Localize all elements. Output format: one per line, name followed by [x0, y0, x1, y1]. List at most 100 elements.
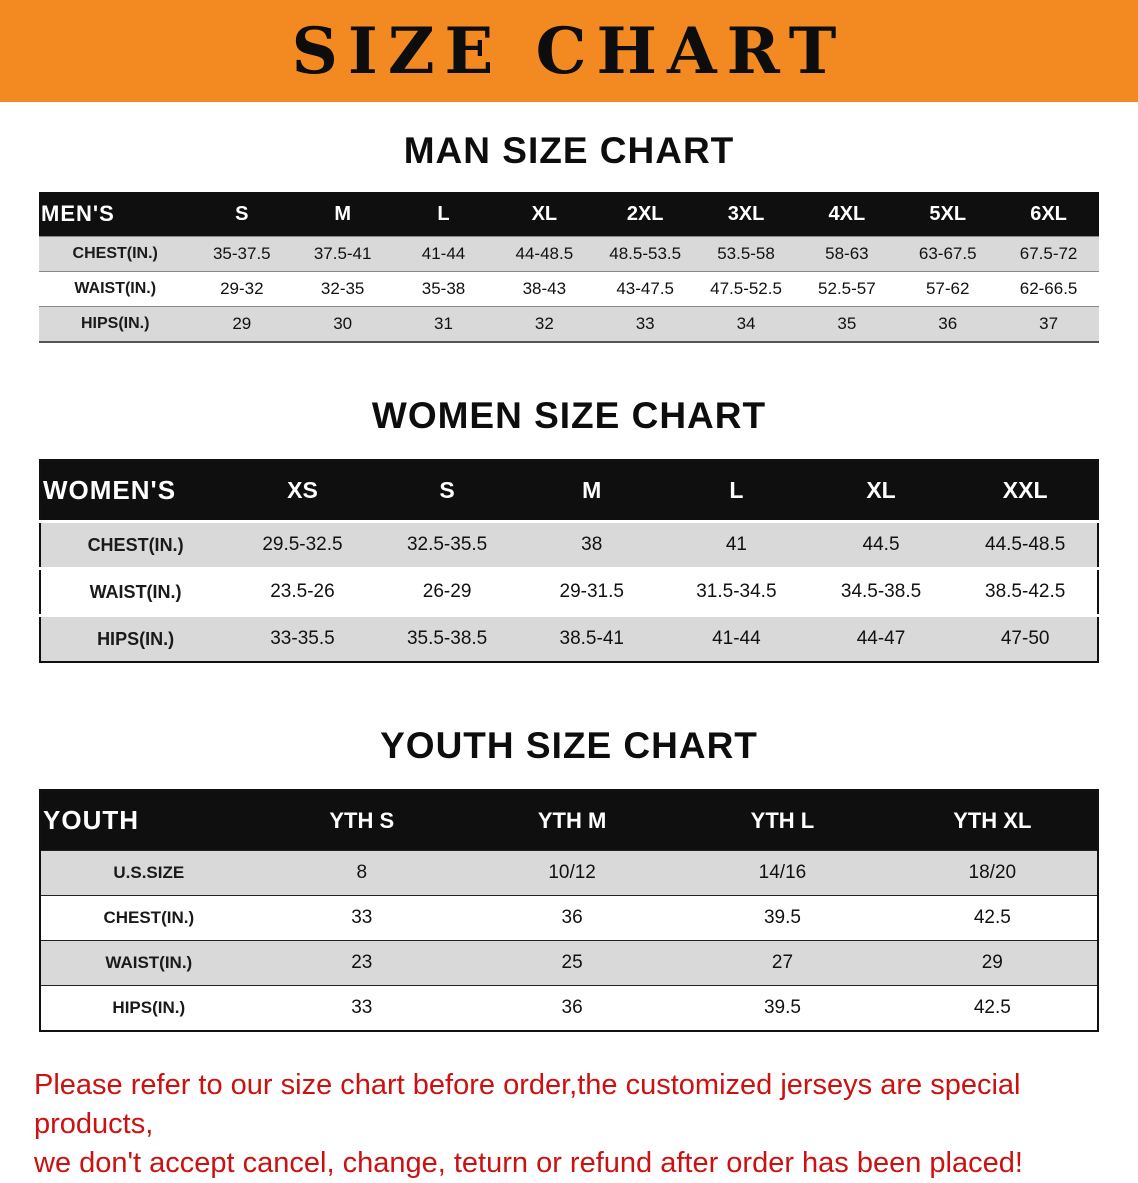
- footer-note-line1: Please refer to our size chart before or…: [34, 1069, 1021, 1141]
- men-size-section: MAN SIZE CHART MEN'S S M L XL 2XL 3XL 4XL 5XL 6XL…: [0, 130, 1138, 343]
- size-table: MEN'S S M L XL 2XL 3XL 4XL 5XL 6XL CHEST(IN.) 35-37…: [39, 192, 1099, 343]
- cell-value: 42.5: [973, 907, 1011, 928]
- table-row: CHEST(IN.) 29.5-32.5 32.5-35.5 38 41 44.5 44.5…: [40, 521, 1098, 569]
- cell-value: 62-66.5: [1019, 279, 1078, 298]
- column-header: M: [582, 477, 602, 503]
- cell-value: 48.5-53.5: [609, 244, 682, 263]
- cell-value: 32-35: [320, 279, 365, 298]
- cell-value: 41-44: [712, 628, 761, 649]
- column-header: L: [729, 477, 744, 503]
- column-header: YTH M: [537, 807, 607, 833]
- row-label: HIPS(IN.): [112, 998, 186, 1017]
- youth-section-heading: YOUTH SIZE CHART: [380, 725, 758, 766]
- column-header: L: [437, 202, 450, 225]
- column-header: YTH L: [750, 807, 815, 833]
- row-label: WAIST(IN.): [89, 581, 182, 602]
- table-header-row: WOMEN'S XS S M L XL XXL: [40, 460, 1098, 522]
- cell-value: 43-47.5: [616, 279, 675, 298]
- cell-value: 34.5-38.5: [840, 581, 922, 602]
- cell-value: 29.5-32.5: [262, 534, 343, 555]
- cell-value: 63-67.5: [918, 244, 977, 263]
- cell-value: 41: [725, 534, 747, 555]
- men-size-table: MEN'S S M L XL 2XL 3XL 4XL 5XL 6XL CHEST(IN.) 35-37…: [39, 192, 1099, 343]
- column-header: 6XL: [1030, 202, 1067, 225]
- cell-value: 39.5: [763, 997, 801, 1018]
- column-header: XL: [531, 202, 558, 225]
- table-row: HIPS(IN.) 29 30 31 32 33 34 35 36 37: [39, 306, 1099, 342]
- cell-value: 23: [351, 952, 373, 973]
- column-header: XL: [866, 477, 896, 503]
- women-size-section: WOMEN SIZE CHART WOMEN'S XS S M L XL XXL CHEST(…: [0, 395, 1138, 663]
- cell-value: 26-29: [422, 581, 472, 602]
- table-corner-label: YOUTH: [43, 805, 139, 835]
- cell-value: 30: [333, 314, 353, 333]
- table-row: WAIST(IN.) 29-32 32-35 35-38 38-43 43-47.5 47.…: [39, 271, 1099, 307]
- table-row: WAIST(IN.) 23 25 27 29: [40, 940, 1098, 986]
- row-label: CHEST(IN.): [87, 534, 184, 555]
- cell-value: 8: [356, 862, 368, 883]
- cell-value: 36: [561, 997, 583, 1018]
- cell-value: 25: [561, 952, 583, 973]
- row-label: WAIST(IN.): [105, 953, 193, 972]
- row-label: U.S.SIZE: [113, 863, 185, 882]
- cell-value: 23.5-26: [270, 581, 335, 602]
- cell-value: 39.5: [763, 907, 801, 928]
- column-header: 2XL: [626, 202, 664, 225]
- row-label: CHEST(IN.): [72, 245, 158, 262]
- cell-value: 33: [351, 907, 373, 928]
- cell-value: 47-50: [1000, 628, 1050, 649]
- youth-size-section: YOUTH SIZE CHART YOUTH YTH S YTH M YTH L YTH…: [0, 725, 1138, 1032]
- cell-value: 29-32: [220, 279, 264, 298]
- cell-value: 36: [938, 314, 958, 333]
- cell-value: 58-63: [825, 244, 869, 263]
- table-header-row: MEN'S S M L XL 2XL 3XL 4XL 5XL 6XL: [39, 192, 1099, 237]
- row-label: HIPS(IN.): [80, 315, 150, 332]
- cell-value: 33: [635, 314, 655, 333]
- cell-value: 38.5-41: [559, 628, 624, 649]
- men-section-heading: MAN SIZE CHART: [403, 130, 735, 171]
- cell-value: 31: [434, 314, 453, 333]
- cell-value: 29-31.5: [559, 581, 624, 602]
- cell-value: 47.5-52.5: [710, 279, 782, 298]
- size-table: WOMEN'S XS S M L XL XXL CHEST(IN.) 29.5-32.5 32.5…: [39, 459, 1099, 663]
- cell-value: 35-37.5: [212, 244, 271, 263]
- row-label: HIPS(IN.): [97, 628, 175, 649]
- cell-value: 18/20: [968, 862, 1017, 883]
- column-header: 4XL: [828, 202, 866, 225]
- cell-value: 34: [736, 314, 756, 333]
- column-header: YTH XL: [953, 807, 1032, 833]
- table-header-row: YOUTH YTH S YTH M YTH L YTH XL: [40, 790, 1098, 851]
- cell-value: 33-35.5: [270, 628, 335, 649]
- banner: SIZE CHART: [0, 0, 1138, 102]
- table-row: HIPS(IN.) 33-35.5 35.5-38.5 38.5-41 41-44 44-…: [40, 615, 1098, 662]
- cell-value: 35: [837, 314, 857, 333]
- table-corner-label: MEN'S: [41, 201, 115, 226]
- footer-note-line2: we don't accept cancel, change, teturn o…: [34, 1147, 1023, 1180]
- cell-value: 67.5-72: [1019, 244, 1078, 263]
- cell-value: 14/16: [758, 862, 807, 883]
- size-table: YOUTH YTH S YTH M YTH L YTH XL U.S.SIZE 8 10/12…: [39, 789, 1099, 1032]
- table-row: CHEST(IN.) 33 36 39.5 42.5: [40, 895, 1098, 941]
- cell-value: 33: [351, 997, 373, 1018]
- cell-value: 32.5-35.5: [406, 534, 488, 555]
- table-row: CHEST(IN.) 35-37.5 37.5-41 41-44 44-48.5 48.5…: [39, 236, 1099, 272]
- column-header: M: [334, 202, 351, 225]
- cell-value: 38.5-42.5: [985, 581, 1066, 602]
- cell-value: 37: [1039, 314, 1059, 333]
- cell-value: 52.5-57: [818, 279, 876, 298]
- cell-value: 29: [232, 314, 252, 333]
- column-header: S: [235, 202, 249, 225]
- cell-value: 44-48.5: [515, 244, 574, 263]
- cell-value: 53.5-58: [717, 244, 775, 263]
- cell-value: 57-62: [925, 279, 970, 298]
- cell-value: 37.5-41: [313, 244, 372, 263]
- row-label: WAIST(IN.): [74, 280, 157, 297]
- cell-value: 41-44: [421, 244, 466, 263]
- table-corner-label: WOMEN'S: [43, 475, 177, 505]
- cell-value: 35.5-38.5: [406, 628, 488, 649]
- women-section-heading: WOMEN SIZE CHART: [371, 395, 767, 436]
- column-header: 5XL: [929, 202, 967, 225]
- row-label: CHEST(IN.): [103, 908, 195, 927]
- youth-size-table: YOUTH YTH S YTH M YTH L YTH XL U.S.SIZE 8 10/12…: [39, 789, 1099, 1032]
